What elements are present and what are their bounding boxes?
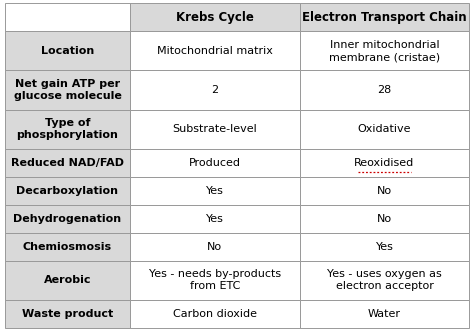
Text: Yes: Yes xyxy=(206,186,224,196)
Bar xyxy=(130,233,300,260)
Bar xyxy=(5,110,130,149)
Bar xyxy=(300,149,469,177)
Text: Yes - uses oxygen as
electron acceptor: Yes - uses oxygen as electron acceptor xyxy=(327,269,442,291)
Bar xyxy=(300,300,469,328)
Bar xyxy=(5,205,130,233)
Bar xyxy=(300,110,469,149)
Text: Substrate-level: Substrate-level xyxy=(173,124,257,134)
Text: Waste product: Waste product xyxy=(22,309,113,319)
Bar xyxy=(300,233,469,260)
Text: Electron Transport Chain: Electron Transport Chain xyxy=(302,11,467,24)
Text: Oxidative: Oxidative xyxy=(358,124,411,134)
Bar xyxy=(130,110,300,149)
Text: Produced: Produced xyxy=(189,158,241,168)
Text: 28: 28 xyxy=(377,85,392,95)
Bar xyxy=(5,300,130,328)
Text: Reduced NAD/FAD: Reduced NAD/FAD xyxy=(11,158,124,168)
Text: Reoxidised: Reoxidised xyxy=(355,158,415,168)
Text: Krebs Cycle: Krebs Cycle xyxy=(176,11,254,24)
Bar xyxy=(300,31,469,71)
Text: No: No xyxy=(377,186,392,196)
Text: Yes - needs by-products
from ETC: Yes - needs by-products from ETC xyxy=(149,269,281,291)
Text: Mitochondrial matrix: Mitochondrial matrix xyxy=(157,46,273,56)
Text: 2: 2 xyxy=(211,85,219,95)
Text: Decarboxylation: Decarboxylation xyxy=(17,186,118,196)
Bar xyxy=(130,300,300,328)
Bar xyxy=(5,233,130,260)
Text: Dehydrogenation: Dehydrogenation xyxy=(13,213,121,224)
Bar xyxy=(300,260,469,300)
Bar xyxy=(5,149,130,177)
Text: Location: Location xyxy=(41,46,94,56)
Bar xyxy=(130,149,300,177)
Text: Chemiosmosis: Chemiosmosis xyxy=(23,242,112,252)
Bar xyxy=(5,177,130,205)
Bar xyxy=(300,177,469,205)
Bar xyxy=(5,71,130,110)
Bar xyxy=(300,71,469,110)
Bar xyxy=(5,260,130,300)
Text: No: No xyxy=(377,213,392,224)
Bar xyxy=(130,71,300,110)
Text: Type of
phosphorylation: Type of phosphorylation xyxy=(17,118,118,140)
Text: Aerobic: Aerobic xyxy=(44,275,91,285)
Text: Net gain ATP per
glucose molecule: Net gain ATP per glucose molecule xyxy=(14,79,121,101)
Bar xyxy=(130,177,300,205)
Text: No: No xyxy=(207,242,222,252)
Bar xyxy=(130,31,300,71)
Bar xyxy=(5,31,130,71)
Text: Yes: Yes xyxy=(375,242,393,252)
Text: Carbon dioxide: Carbon dioxide xyxy=(173,309,257,319)
Text: Inner mitochondrial
membrane (cristae): Inner mitochondrial membrane (cristae) xyxy=(329,40,440,62)
Bar xyxy=(300,205,469,233)
Bar xyxy=(130,3,300,31)
Bar xyxy=(130,205,300,233)
Bar xyxy=(130,260,300,300)
Bar xyxy=(5,3,130,31)
Text: Water: Water xyxy=(368,309,401,319)
Bar xyxy=(300,3,469,31)
Text: Yes: Yes xyxy=(206,213,224,224)
